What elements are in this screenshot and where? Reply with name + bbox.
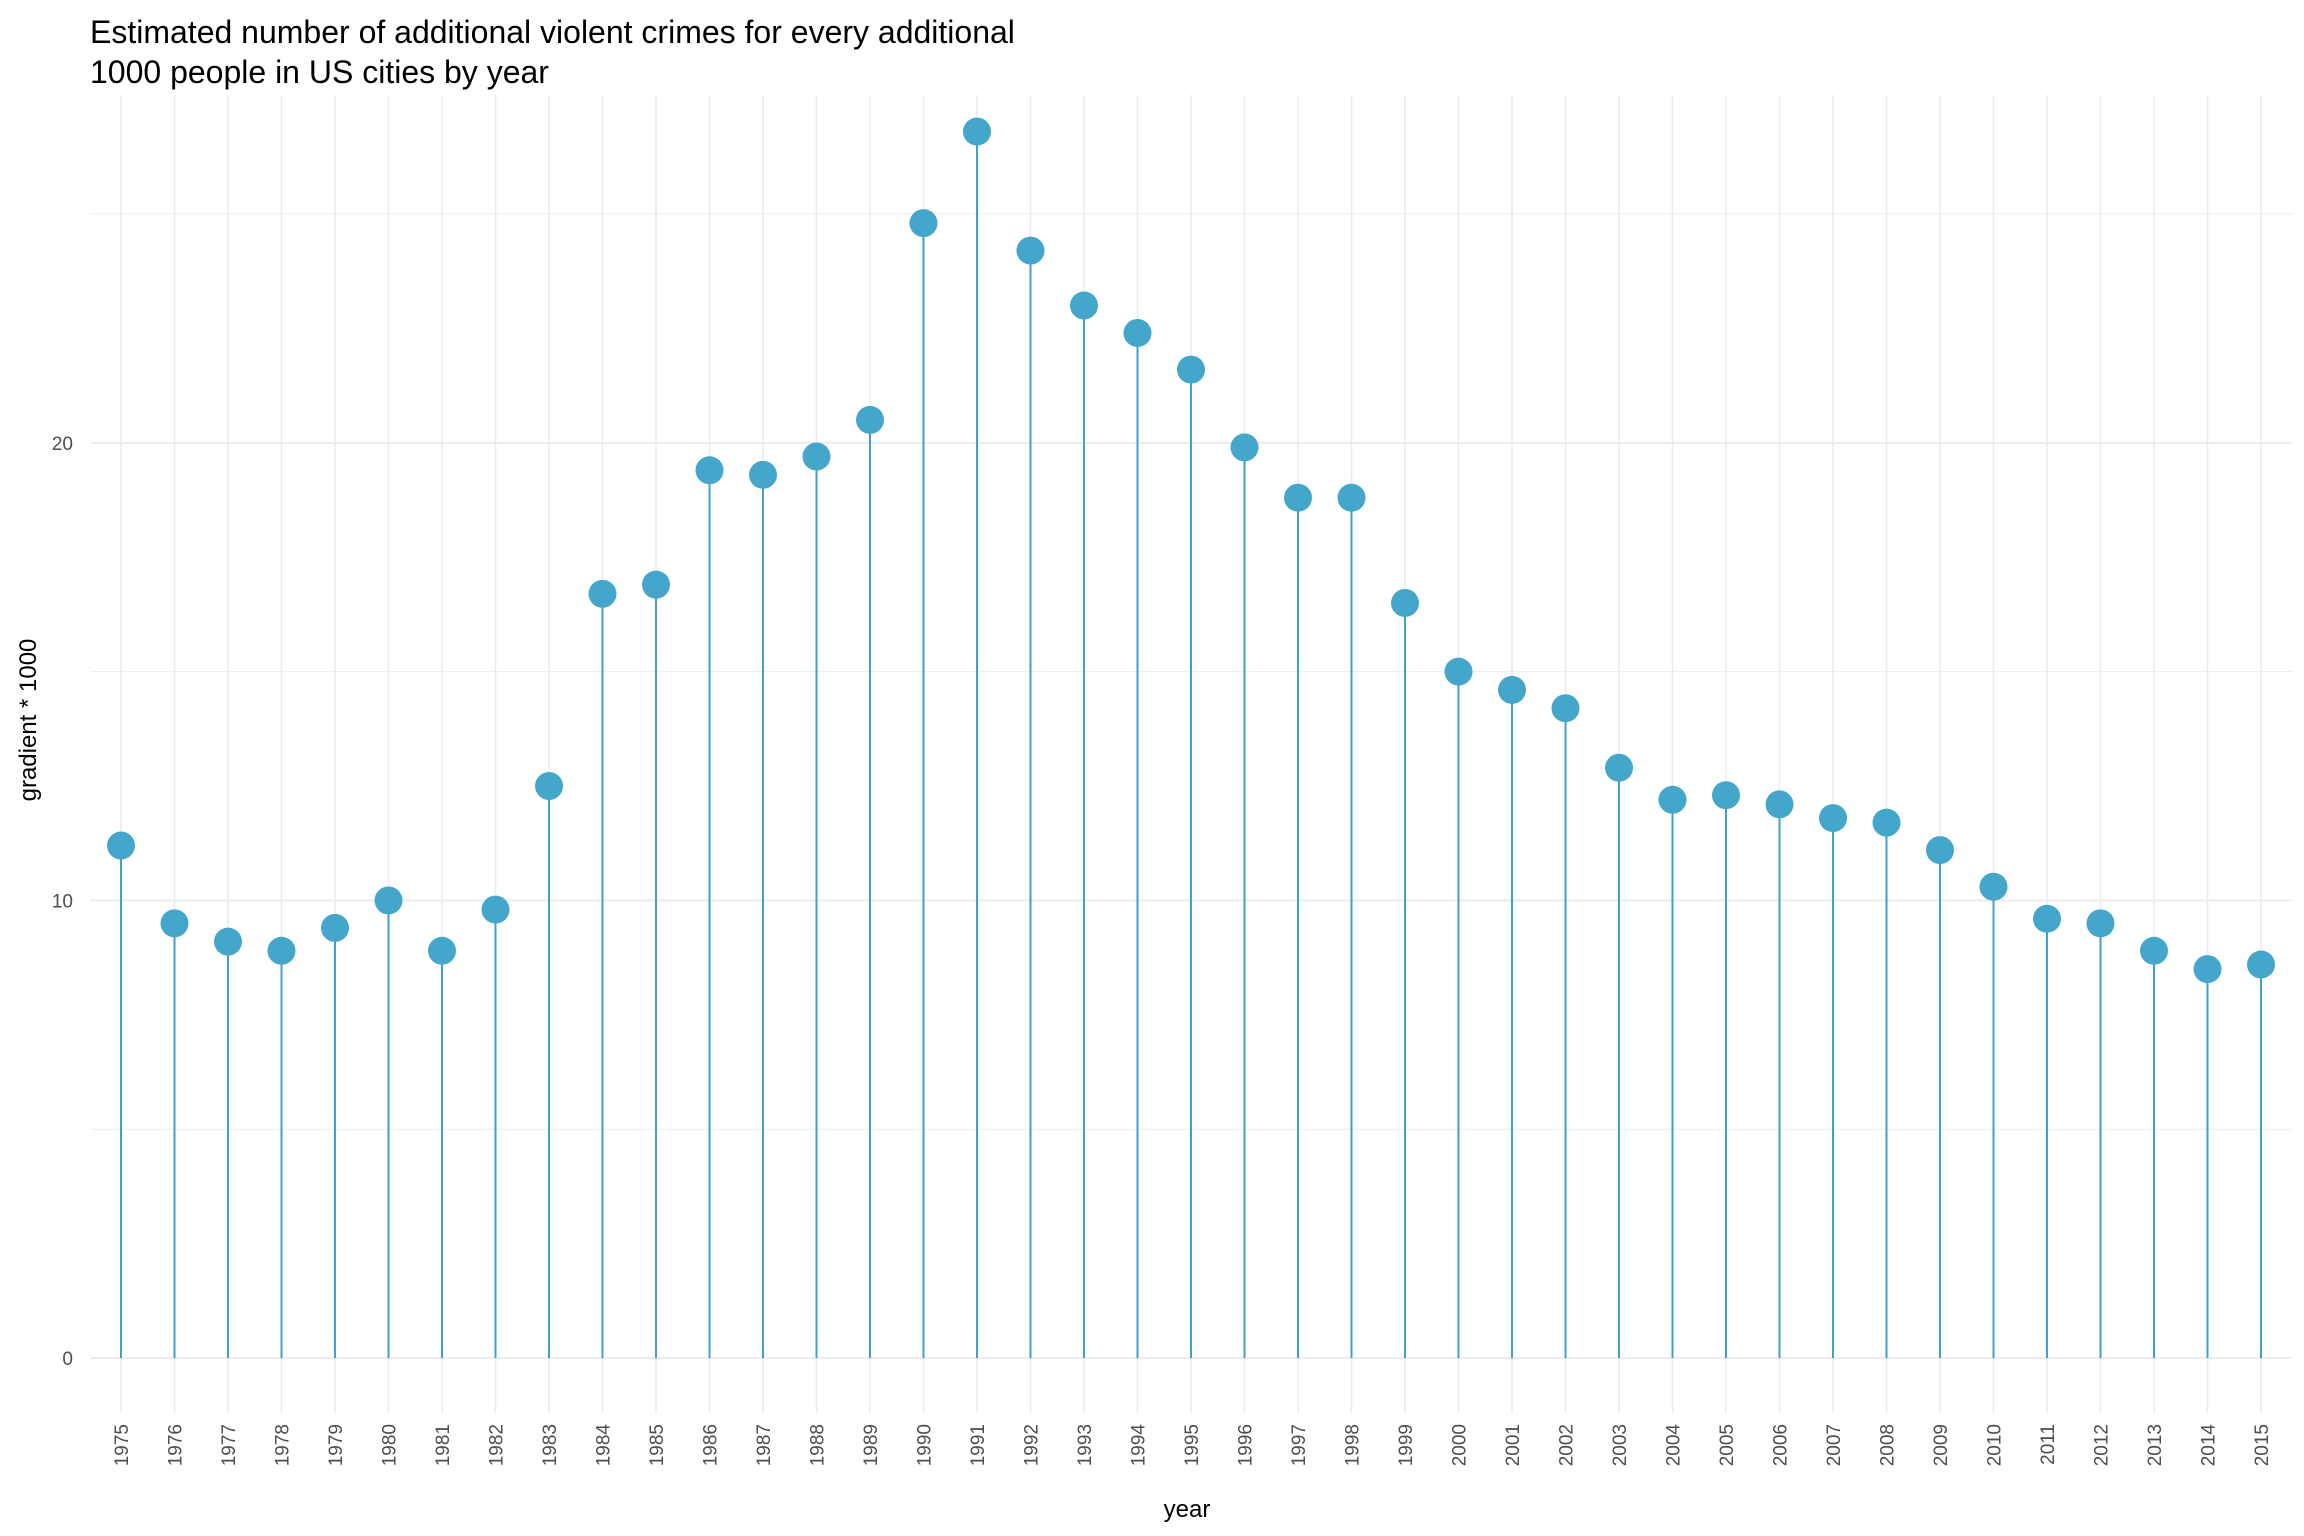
stems — [120, 131, 2262, 1359]
x-tick-label-1986: 1986 — [701, 1424, 722, 1466]
x-tick-label-1975: 1975 — [112, 1424, 133, 1466]
point-2013 — [2140, 936, 2168, 965]
point-1981 — [428, 936, 456, 965]
x-tick-label-1994: 1994 — [1129, 1424, 1150, 1467]
x-tick-label-1977: 1977 — [219, 1424, 240, 1466]
point-2007 — [1819, 804, 1847, 833]
x-tick-label-1999: 1999 — [1396, 1424, 1417, 1466]
point-1991 — [963, 117, 991, 146]
point-1989 — [856, 405, 884, 434]
x-tick-label-1979: 1979 — [326, 1424, 347, 1466]
x-tick-label-2002: 2002 — [1557, 1424, 1578, 1466]
x-tick-label-1982: 1982 — [487, 1424, 508, 1466]
x-tick-label-2004: 2004 — [1664, 1424, 1685, 1467]
x-tick-label-2014: 2014 — [2199, 1424, 2220, 1467]
y-tick-labels: 0 10 20 — [52, 434, 73, 1370]
x-tick-label-1998: 1998 — [1343, 1424, 1364, 1466]
point-1987 — [749, 460, 777, 489]
x-tick-label-1988: 1988 — [808, 1424, 829, 1466]
chart-title: Estimated number of additional violent c… — [90, 12, 1490, 92]
point-2000 — [1444, 657, 1473, 686]
point-2015 — [2247, 950, 2275, 979]
x-tick-label-1976: 1976 — [166, 1424, 187, 1466]
x-tick-label-1996: 1996 — [1236, 1424, 1257, 1466]
x-tick-label-1983: 1983 — [540, 1424, 561, 1466]
x-tick-label-2000: 2000 — [1450, 1424, 1471, 1466]
x-tick-label-2006: 2006 — [1771, 1424, 1792, 1466]
x-tick-label-2008: 2008 — [1878, 1424, 1899, 1466]
point-1977 — [214, 927, 242, 956]
x-tick-label-2009: 2009 — [1931, 1424, 1952, 1466]
point-2010 — [1979, 872, 2008, 901]
point-2008 — [1872, 808, 1901, 837]
point-1997 — [1284, 483, 1312, 512]
y-axis-title: gradient * 1000 — [15, 639, 42, 802]
x-tick-label-2013: 2013 — [2145, 1424, 2166, 1466]
point-1986 — [695, 456, 724, 485]
y-tick-label-0: 0 — [62, 1349, 73, 1370]
points — [107, 117, 2275, 984]
point-2001 — [1498, 675, 1526, 704]
x-tick-label-1985: 1985 — [647, 1424, 668, 1466]
x-tick-label-1978: 1978 — [273, 1424, 294, 1466]
chart-title-line-2: 1000 people in US cities by year — [90, 54, 549, 90]
x-tick-label-1989: 1989 — [861, 1424, 882, 1466]
x-tick-label-1995: 1995 — [1182, 1424, 1203, 1466]
point-1979 — [321, 913, 349, 942]
point-1984 — [588, 579, 617, 608]
point-1995 — [1177, 355, 1205, 384]
point-1976 — [160, 909, 189, 938]
point-1988 — [802, 442, 831, 471]
point-1982 — [481, 895, 510, 924]
point-2002 — [1551, 694, 1580, 723]
x-tick-label-1987: 1987 — [754, 1424, 775, 1466]
x-tick-label-1980: 1980 — [380, 1424, 401, 1466]
x-tick-label-2007: 2007 — [1824, 1424, 1845, 1466]
x-tick-label-2001: 2001 — [1503, 1424, 1524, 1466]
x-tick-label-1992: 1992 — [1022, 1424, 1043, 1466]
x-tick-label-2015: 2015 — [2252, 1424, 2273, 1466]
x-tick-label-1991: 1991 — [968, 1424, 989, 1466]
chart-title-line-1: Estimated number of additional violent c… — [90, 14, 1015, 50]
point-1975 — [107, 831, 135, 860]
point-2009 — [1926, 836, 1954, 865]
x-tick-label-1990: 1990 — [915, 1424, 936, 1466]
point-1992 — [1016, 236, 1045, 265]
x-tick-label-2005: 2005 — [1717, 1424, 1738, 1466]
x-tick-label-2012: 2012 — [2092, 1424, 2113, 1466]
point-2012 — [2086, 909, 2115, 938]
point-2004 — [1658, 785, 1687, 814]
point-1994 — [1123, 318, 1152, 347]
point-1978 — [267, 936, 296, 965]
point-1985 — [642, 570, 670, 599]
x-tick-label-1981: 1981 — [433, 1424, 454, 1466]
point-2005 — [1712, 781, 1740, 810]
point-1983 — [535, 772, 563, 801]
x-tick-label-1993: 1993 — [1075, 1424, 1096, 1466]
x-tick-label-2011: 2011 — [2038, 1424, 2059, 1465]
point-2006 — [1765, 790, 1794, 819]
point-2011 — [2033, 904, 2061, 933]
x-tick-label-2003: 2003 — [1610, 1424, 1631, 1466]
y-tick-label-20: 20 — [52, 434, 73, 455]
x-tick-label-1984: 1984 — [594, 1424, 615, 1467]
point-1998 — [1337, 483, 1366, 512]
point-1990 — [909, 209, 938, 238]
x-tick-label-2010: 2010 — [1985, 1424, 2006, 1466]
point-2003 — [1605, 753, 1633, 782]
point-2014 — [2193, 955, 2222, 984]
x-tick-labels: 1975 1976 1977 1978 1979 1980 1981 1982 1983 1984… — [112, 1424, 2273, 1467]
point-1993 — [1070, 291, 1098, 320]
point-1980 — [374, 886, 403, 915]
point-1999 — [1391, 588, 1419, 617]
y-tick-label-10: 10 — [52, 891, 73, 912]
point-1996 — [1230, 433, 1259, 462]
x-axis-title: year — [1164, 1496, 1211, 1523]
x-tick-label-1997: 1997 — [1289, 1424, 1310, 1466]
